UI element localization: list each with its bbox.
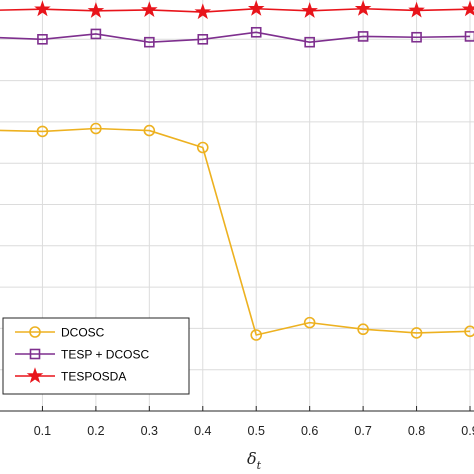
legend-marker [29, 326, 41, 338]
series-layer [0, 0, 474, 341]
data-point [37, 33, 48, 45]
series-line [0, 31, 471, 43]
x-tick-label: 0.8 [408, 424, 425, 438]
legend-label: TESPOSDA [61, 370, 126, 384]
series-dcosc [0, 122, 474, 341]
data-point [90, 122, 102, 135]
data-point [464, 325, 474, 338]
data-point [36, 125, 49, 138]
data-point [87, 2, 105, 18]
x-tick-label: 0.4 [194, 424, 211, 438]
x-tick-label: 0.7 [354, 424, 371, 438]
data-point [303, 316, 316, 329]
data-point [194, 3, 212, 20]
legend-marker [29, 348, 41, 360]
data-point [143, 124, 156, 137]
data-point [357, 31, 369, 42]
axes [0, 406, 474, 412]
data-point [90, 28, 102, 40]
series-line [0, 7, 471, 13]
legend-label: TESP + DCOSC [61, 348, 149, 362]
data-point [247, 0, 265, 16]
x-axis-symbol: δ [247, 449, 257, 468]
x-tick-labels: 0.1 0.2 0.3 0.4 0.5 0.6 0.7 0.8 0.9 [34, 424, 474, 438]
series-tesp-dcosc [0, 26, 474, 48]
data-point [250, 329, 263, 341]
data-point [144, 36, 155, 48]
x-tick-label: 0.5 [248, 424, 265, 438]
legend: DCOSC TESP + DCOSC TESPOSDA [2, 317, 190, 395]
series-tesposda [0, 0, 474, 20]
x-tick-label: 0.6 [301, 424, 318, 438]
data-point [357, 323, 369, 336]
data-point [408, 1, 425, 18]
x-axis-subscript: t [257, 459, 262, 472]
x-tick-label: 0.2 [87, 424, 104, 438]
x-tick-label: 0.3 [141, 424, 158, 438]
legend-label: DCOSC [61, 326, 105, 340]
x-tick-label: 0.1 [34, 424, 51, 438]
data-point [354, 0, 372, 16]
x-axis-label: δt [247, 449, 262, 472]
legend-box [2, 317, 190, 395]
data-point [304, 36, 315, 48]
data-point [34, 0, 51, 17]
data-point [301, 2, 318, 18]
data-point [410, 327, 423, 339]
data-point [197, 33, 209, 45]
data-point [196, 141, 209, 154]
legend-marker [26, 367, 44, 384]
x-tick-label: 0.9 [461, 424, 474, 438]
data-point [464, 31, 474, 42]
series-line [0, 127, 471, 336]
data-point [250, 26, 262, 38]
data-point [461, 0, 474, 17]
data-point [411, 31, 422, 43]
data-point [141, 1, 158, 18]
